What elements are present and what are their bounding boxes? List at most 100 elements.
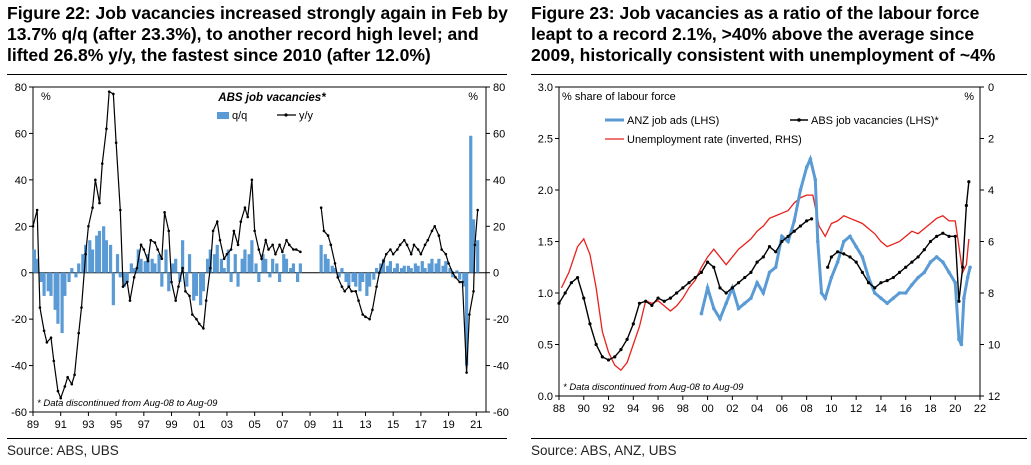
x-tick-label: 05 xyxy=(249,419,261,431)
qq-bar xyxy=(448,268,452,273)
y-tick-label-left: -60 xyxy=(11,407,27,419)
figure-title-line: leapt to a record 2.1%, >40% above the a… xyxy=(531,24,975,44)
x-tick-label: 18 xyxy=(924,403,936,415)
yy-point xyxy=(236,243,240,247)
anz-point xyxy=(903,291,908,295)
qq-bar xyxy=(97,230,102,273)
yy-point xyxy=(218,238,222,242)
yy-point xyxy=(77,331,81,335)
x-tick-label: 21 xyxy=(470,419,482,431)
yy-point xyxy=(225,252,229,256)
qq-bar xyxy=(268,272,272,278)
yy-point xyxy=(191,313,194,316)
anz-point xyxy=(749,296,753,300)
yy-point xyxy=(98,201,101,205)
anz-point xyxy=(957,337,961,342)
yy-point xyxy=(167,229,171,233)
anz-point xyxy=(947,270,951,275)
yy-point xyxy=(287,243,291,247)
yy-point xyxy=(419,252,423,256)
anz-point xyxy=(934,255,939,259)
qq-bar xyxy=(192,272,196,301)
qq-bar xyxy=(257,272,261,282)
yy-point xyxy=(114,141,118,145)
qq-bar xyxy=(469,135,473,273)
x-tick-label: 94 xyxy=(627,403,639,415)
source-note: Source: ABS, UBS xyxy=(7,443,119,458)
y-tick-label-left: 0.5 xyxy=(538,340,553,352)
abs-point xyxy=(644,299,648,303)
qq-bar xyxy=(212,254,217,273)
abs-point xyxy=(563,291,567,295)
yy-point xyxy=(347,285,351,288)
abs-point xyxy=(613,355,617,359)
qq-bar xyxy=(240,258,244,273)
anz-point xyxy=(854,244,858,249)
discontinued-note: * Data discontinued from Aug-08 to Aug-0… xyxy=(563,382,744,393)
anz-point xyxy=(916,275,920,280)
y-tick-label-right: 0 xyxy=(493,268,499,280)
anz-point xyxy=(819,291,824,295)
qq-bar xyxy=(115,254,120,273)
qq-bar xyxy=(282,254,286,273)
abs-point xyxy=(625,337,629,341)
yy-point xyxy=(398,243,402,247)
qq-bar xyxy=(291,263,296,273)
anz-point xyxy=(953,280,958,285)
yy-point xyxy=(118,208,122,212)
qq-bar xyxy=(88,240,92,273)
qq-bar xyxy=(372,272,376,280)
yy-point xyxy=(433,224,437,228)
qq-bar xyxy=(185,272,189,287)
abs-point xyxy=(805,219,809,223)
anz-point xyxy=(773,265,778,270)
y-tick-label-left: 3.0 xyxy=(538,82,553,94)
x-tick-label: 93 xyxy=(82,419,94,431)
anz-line xyxy=(699,154,972,346)
qq-bar xyxy=(427,263,431,273)
y-tick-label-right: -40 xyxy=(493,361,509,373)
yy-point xyxy=(181,266,184,270)
x-tick-label: 20 xyxy=(949,403,961,415)
y-tick-label-right: 40 xyxy=(493,175,505,187)
yy-point xyxy=(292,248,295,251)
figure-title: Figure 22: Job vacancies increased stron… xyxy=(7,3,508,66)
abs-point xyxy=(916,255,920,259)
anz-point xyxy=(761,291,766,295)
qq-bar xyxy=(167,272,171,292)
anz-point xyxy=(885,301,889,306)
qq-bar xyxy=(361,272,365,282)
source-rule xyxy=(531,438,1027,439)
qq-bar xyxy=(146,254,150,273)
qq-bar xyxy=(254,263,258,273)
qq-bar xyxy=(455,270,459,273)
yy-point xyxy=(105,127,108,131)
x-tick-label: 97 xyxy=(138,419,150,431)
x-tick-label: 92 xyxy=(602,403,614,415)
legend-qq-swatch xyxy=(217,112,229,119)
qq-bar xyxy=(171,263,175,273)
qq-bar xyxy=(153,263,157,273)
abs-point xyxy=(656,296,660,300)
abs-point xyxy=(780,239,784,244)
yy-point xyxy=(135,266,139,270)
qq-bar xyxy=(219,258,224,273)
qq-bar xyxy=(392,268,397,273)
anz-point xyxy=(823,296,828,300)
qq-bar xyxy=(420,261,424,273)
figure-title-line: Figure 22: Job vacancies increased stron… xyxy=(7,3,508,23)
abs-point xyxy=(631,322,635,326)
yy-point xyxy=(444,252,448,256)
yy-point xyxy=(333,262,337,265)
yy-point xyxy=(264,238,268,242)
left-unit-label: % xyxy=(41,91,51,103)
yy-point xyxy=(100,162,104,165)
qq-bar xyxy=(368,272,372,287)
abs-point xyxy=(904,265,908,269)
yy-point xyxy=(204,299,208,302)
anz-point xyxy=(718,316,722,321)
anz-point xyxy=(792,219,797,223)
yy-point xyxy=(163,211,166,214)
right-unit-label: % xyxy=(468,91,478,103)
yy-point xyxy=(416,248,420,251)
